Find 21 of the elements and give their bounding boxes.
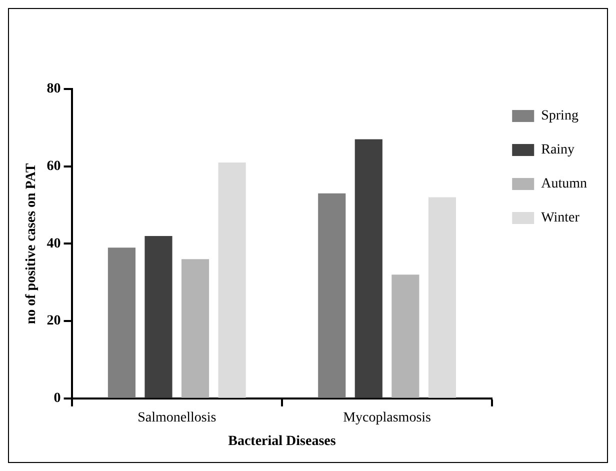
- bar: [181, 259, 210, 398]
- bar: [218, 162, 246, 398]
- y-tick-label: 60: [46, 158, 61, 174]
- legend-label: Spring: [541, 108, 578, 124]
- y-tick-label: 40: [46, 236, 61, 252]
- bar: [318, 193, 346, 398]
- legend-label: Rainy: [541, 142, 575, 158]
- legend-label: Autumn: [541, 176, 587, 192]
- y-tick-label: 0: [54, 391, 61, 406]
- x-tick-label: Salmonellosis: [138, 410, 216, 426]
- bar: [354, 139, 382, 398]
- y-tick-label: 80: [46, 82, 61, 97]
- bar: [144, 236, 172, 398]
- y-tick-label: 20: [46, 314, 61, 329]
- legend-label: Winter: [541, 210, 580, 226]
- y-axis-title: no of positive cases on PAT: [24, 162, 40, 324]
- bar: [428, 197, 456, 398]
- bar: [392, 274, 420, 398]
- x-tick-label: Mycoplasmosis: [343, 410, 431, 426]
- x-axis-title: Bacterial Diseases: [228, 434, 336, 450]
- bar: [108, 248, 136, 398]
